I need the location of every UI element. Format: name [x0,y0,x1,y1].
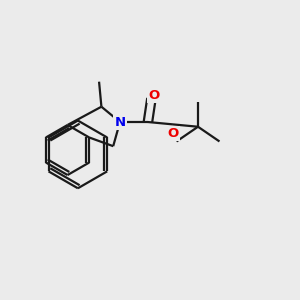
Text: O: O [167,127,178,140]
Text: O: O [148,89,160,102]
Text: N: N [114,116,125,128]
